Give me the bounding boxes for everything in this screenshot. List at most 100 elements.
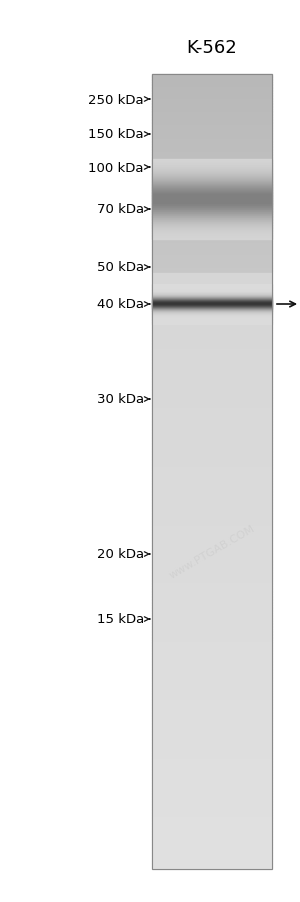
Bar [152,365,272,367]
Bar [152,317,272,318]
Bar [152,356,272,357]
Bar [152,847,272,849]
Bar [152,353,272,354]
Bar [152,363,272,364]
Bar [152,313,272,315]
Bar [152,329,272,331]
Bar [152,350,272,351]
Bar [152,731,272,732]
Bar [152,678,272,680]
Bar [152,826,272,828]
Bar [152,814,272,815]
Bar [152,523,272,524]
Bar [152,100,272,102]
Bar [152,676,272,678]
Bar [152,400,272,402]
Bar [152,110,272,112]
Bar [152,674,272,676]
Bar [152,701,272,703]
Bar [152,284,272,286]
Bar [152,785,272,787]
Bar [152,810,272,812]
Bar [152,478,272,480]
Bar [152,850,272,851]
Bar [152,574,272,575]
Bar [152,513,272,515]
Bar [152,170,272,171]
Bar [152,597,272,599]
Bar [152,173,272,175]
Bar [152,683,272,685]
Bar [152,87,272,89]
Bar [152,661,272,663]
Bar [152,158,272,159]
Bar [152,371,272,372]
Bar [152,207,272,208]
Bar [152,200,272,202]
Bar [152,509,272,511]
Bar [152,123,272,124]
Bar [152,477,272,478]
Bar [152,336,272,337]
Bar [152,456,272,457]
Bar [152,354,272,356]
Bar [152,742,272,743]
Bar [152,359,272,361]
Bar [152,788,272,789]
Bar [152,390,272,391]
Bar [152,791,272,793]
Bar [152,797,272,799]
Bar [152,261,272,262]
Bar [152,868,272,869]
Bar [152,227,272,229]
Bar [152,256,272,258]
Bar [152,603,272,605]
Bar [152,304,272,305]
Bar [152,225,272,226]
Bar [152,465,272,467]
Bar [152,492,272,494]
Bar [152,399,272,400]
Bar [152,643,272,645]
Bar [152,755,272,756]
Bar [152,240,272,242]
Bar [152,526,272,528]
Bar [152,290,272,291]
Bar [152,271,272,272]
Bar [152,112,272,113]
Bar [152,219,272,221]
Bar [152,593,272,594]
Bar [152,162,272,164]
Bar [152,213,272,215]
Bar [152,361,272,363]
Bar [152,294,272,296]
Bar [152,658,272,659]
Bar [152,77,272,78]
Bar [152,472,272,474]
Bar [152,845,272,847]
Bar [152,444,272,445]
Bar [152,724,272,726]
Bar [152,383,272,384]
Bar [152,588,272,590]
Bar [152,851,272,853]
Bar [152,769,272,770]
Bar [152,211,272,213]
Bar [152,302,272,304]
Bar [152,621,272,623]
Bar [152,823,272,824]
Bar [152,321,272,323]
Bar [152,645,272,647]
Bar [152,189,272,191]
Bar [152,756,272,758]
Bar [152,152,272,154]
Bar [152,121,272,123]
Bar [152,685,272,686]
Bar [152,772,272,774]
Bar [152,115,272,116]
Bar [152,75,272,77]
Bar [152,305,272,307]
Bar [152,405,272,407]
Bar [152,653,272,655]
Bar [152,327,272,329]
